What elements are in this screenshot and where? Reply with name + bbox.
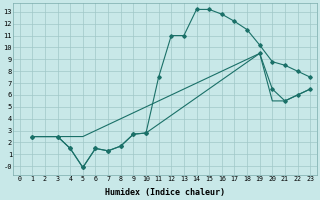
X-axis label: Humidex (Indice chaleur): Humidex (Indice chaleur) (105, 188, 225, 197)
